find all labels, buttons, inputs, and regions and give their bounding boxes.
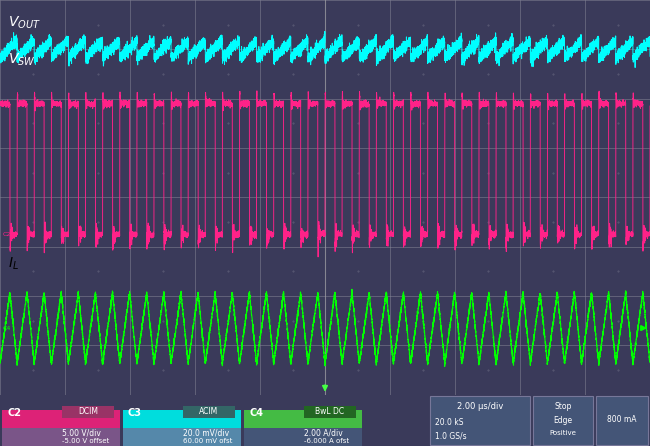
FancyBboxPatch shape: [2, 428, 120, 446]
FancyBboxPatch shape: [62, 406, 114, 418]
Text: BwL DC: BwL DC: [315, 407, 344, 416]
Text: 2.00 A/div: 2.00 A/div: [304, 429, 343, 438]
Text: 60.00 mV ofst: 60.00 mV ofst: [183, 438, 233, 444]
Text: 20.0 mV/div: 20.0 mV/div: [183, 429, 229, 438]
FancyBboxPatch shape: [533, 396, 593, 445]
FancyBboxPatch shape: [123, 410, 241, 428]
FancyBboxPatch shape: [430, 396, 530, 445]
Text: -6.000 A ofst: -6.000 A ofst: [304, 438, 349, 444]
Text: Positive: Positive: [549, 430, 577, 436]
FancyBboxPatch shape: [304, 406, 356, 418]
Text: C2: C2: [3, 232, 11, 237]
FancyBboxPatch shape: [244, 410, 362, 428]
FancyBboxPatch shape: [2, 410, 120, 428]
FancyBboxPatch shape: [123, 428, 241, 446]
Text: C3: C3: [3, 47, 11, 52]
FancyBboxPatch shape: [244, 428, 362, 446]
Text: 800 mA: 800 mA: [607, 415, 637, 424]
Text: 1.0 GS/s: 1.0 GS/s: [435, 432, 467, 441]
Text: $I_L$: $I_L$: [8, 256, 19, 272]
Text: Edge: Edge: [553, 416, 573, 425]
Text: C4: C4: [249, 408, 263, 418]
Text: $V_{SW}$: $V_{SW}$: [8, 52, 35, 68]
Text: 2.00 μs/div: 2.00 μs/div: [457, 402, 503, 411]
Text: 20.0 kS: 20.0 kS: [435, 418, 463, 427]
FancyBboxPatch shape: [596, 396, 648, 445]
FancyBboxPatch shape: [183, 406, 235, 418]
Text: DCIM: DCIM: [78, 407, 98, 416]
Text: C3: C3: [128, 408, 142, 418]
Text: $V_{OUT}$: $V_{OUT}$: [8, 15, 41, 31]
Text: 5.00 V/div: 5.00 V/div: [62, 429, 101, 438]
Text: Stop: Stop: [554, 402, 572, 411]
Text: ACIM: ACIM: [200, 407, 218, 416]
Text: -5.00 V offset: -5.00 V offset: [62, 438, 109, 444]
Text: C2: C2: [7, 408, 21, 418]
Text: C4: C4: [3, 326, 11, 330]
